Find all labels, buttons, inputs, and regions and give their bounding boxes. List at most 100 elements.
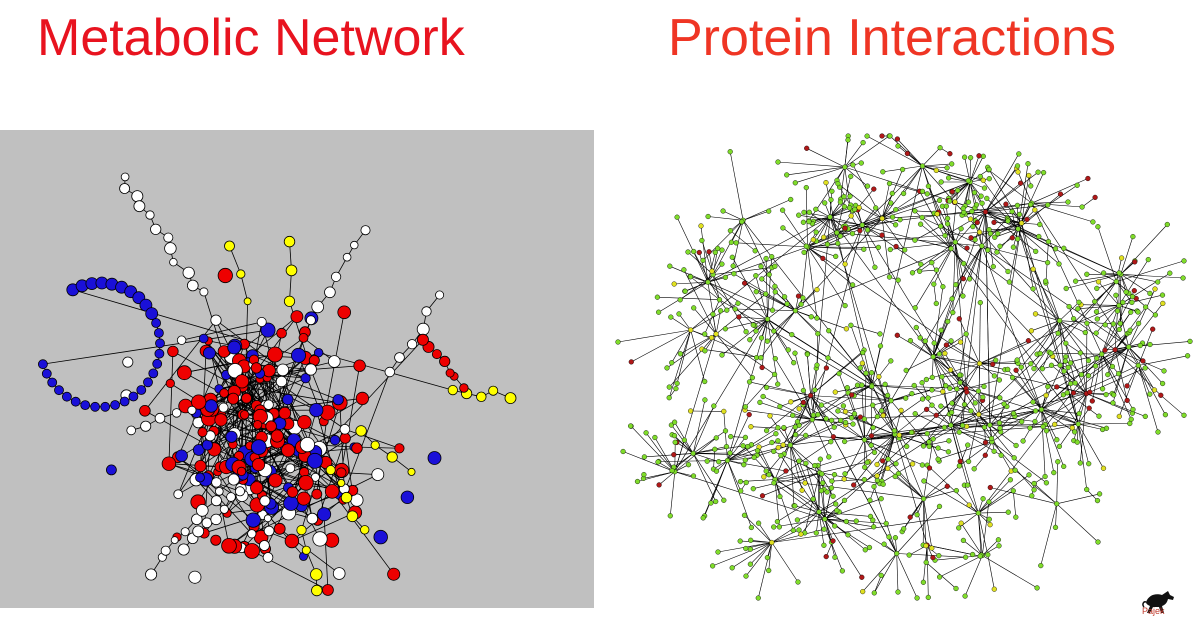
protein-node: [760, 393, 766, 400]
protein-edge: [954, 181, 971, 203]
protein-node: [685, 462, 692, 468]
protein-node: [712, 446, 718, 452]
protein-node: [705, 279, 711, 285]
protein-node: [803, 432, 809, 439]
protein-node: [929, 402, 935, 408]
protein-edge: [730, 230, 756, 252]
metabolic-node: [119, 183, 130, 194]
metabolic-node: [215, 487, 224, 496]
protein-node: [949, 400, 955, 406]
protein-node: [887, 246, 893, 253]
protein-node: [728, 434, 734, 440]
metabolic-node: [299, 436, 315, 453]
protein-node: [1028, 183, 1034, 189]
protein-node: [990, 264, 996, 270]
protein-edge: [713, 449, 716, 470]
protein-node: [1097, 491, 1103, 497]
protein-node: [713, 468, 720, 474]
protein-node: [1061, 368, 1067, 374]
metabolic-node: [70, 396, 81, 407]
protein-edge: [819, 461, 869, 473]
metabolic-node: [139, 404, 151, 417]
protein-node: [1070, 390, 1077, 396]
protein-node: [849, 415, 855, 421]
protein-node: [757, 399, 763, 406]
protein-edge: [985, 211, 1028, 220]
protein-edge: [985, 211, 1036, 252]
metabolic-node: [210, 513, 222, 526]
protein-edge: [1052, 356, 1087, 394]
protein-node: [871, 590, 877, 596]
protein-edge: [797, 511, 820, 521]
protein-edge: [1059, 320, 1097, 359]
protein-node: [1007, 477, 1014, 483]
protein-node: [1027, 425, 1033, 431]
protein-edge: [950, 248, 1079, 425]
protein-edge: [1078, 423, 1103, 430]
protein-edge: [1101, 354, 1132, 420]
protein-edge: [840, 167, 846, 200]
protein-node: [888, 200, 894, 206]
protein-node: [986, 166, 992, 173]
protein-edge: [982, 555, 1038, 589]
protein-edge: [807, 246, 980, 364]
metabolic-node: [312, 531, 328, 547]
protein-node: [748, 424, 754, 430]
protein-node: [848, 322, 854, 328]
protein-node: [1117, 320, 1123, 327]
protein-edge: [692, 405, 715, 454]
protein-edge: [1089, 365, 1096, 393]
protein-edge: [808, 166, 846, 222]
metabolic-node: [218, 402, 229, 413]
protein-edge: [896, 553, 918, 599]
protein-node: [1101, 270, 1107, 276]
protein-edge: [1015, 370, 1042, 410]
protein-node: [978, 193, 984, 199]
protein-node: [850, 162, 856, 168]
metabolic-node: [258, 540, 270, 551]
metabolic-edge: [42, 329, 269, 365]
protein-node: [806, 218, 812, 225]
protein-edge: [1078, 423, 1104, 469]
protein-edge: [762, 472, 820, 497]
protein-edge: [727, 460, 786, 472]
metabolic-node: [187, 405, 197, 415]
protein-edge: [816, 333, 819, 366]
metabolic-node: [234, 374, 250, 389]
protein-node: [801, 209, 807, 216]
protein-edge: [871, 165, 923, 386]
protein-node: [723, 444, 730, 450]
protein-node: [857, 365, 863, 371]
protein-node: [620, 448, 626, 455]
metabolic-node: [296, 524, 307, 536]
protein-edge: [941, 374, 960, 378]
protein-node: [795, 579, 801, 585]
metabolic-node: [263, 514, 272, 523]
metabolic-node: [278, 406, 292, 420]
protein-edge: [805, 463, 820, 512]
metabolic-node: [339, 423, 351, 435]
protein-node: [924, 406, 930, 413]
protein-node: [1019, 220, 1025, 226]
protein-node: [1010, 488, 1016, 494]
protein-edge: [968, 414, 979, 462]
protein-edge: [1066, 274, 1121, 289]
protein-node: [1009, 235, 1015, 241]
protein-node: [809, 417, 815, 423]
protein-node: [1161, 368, 1167, 374]
protein-node: [879, 133, 885, 139]
protein-node: [721, 497, 727, 503]
metabolic-node: [337, 478, 346, 487]
protein-node: [763, 255, 769, 262]
protein-node: [969, 208, 975, 215]
protein-edge: [767, 318, 794, 363]
protein-edge: [750, 542, 773, 565]
protein-edge: [869, 434, 896, 501]
protein-node: [1026, 472, 1032, 478]
protein-node: [879, 232, 885, 238]
protein-edge: [919, 248, 952, 272]
protein-edge: [690, 329, 712, 338]
protein-node: [643, 430, 649, 436]
protein-edge: [1160, 395, 1185, 416]
protein-edge: [950, 425, 961, 462]
